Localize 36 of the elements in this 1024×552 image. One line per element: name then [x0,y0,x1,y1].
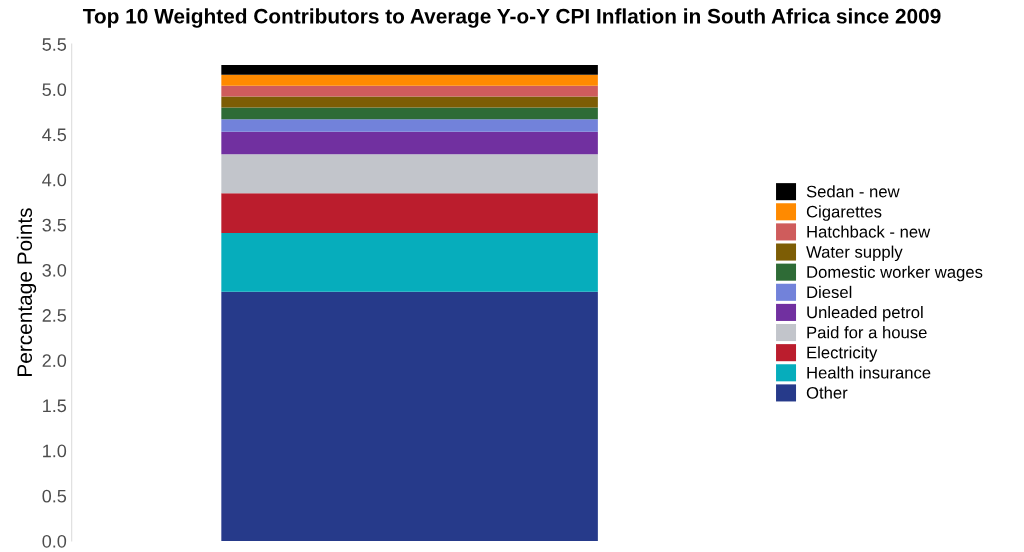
legend-label: Paid for a house [807,326,927,339]
y-tick-label: 5.5 [42,38,67,51]
bar [221,119,598,132]
legend-label: Sedan - new [806,185,900,198]
chart-title: Top 10 Weighted Contributors to Average Y-o-Y CPI Inflation in South Africa since 2009 [82,8,941,28]
bar [221,291,598,541]
y-tick-label: 3.5 [42,218,67,232]
y-tick-label: 5.0 [42,83,67,97]
y-tick-label: 1.0 [43,444,67,458]
y-tick-label: 1.5 [43,399,67,413]
y-tick-label: 4.5 [42,128,67,142]
legend-label: Electricity [807,346,878,362]
legend-label: Water supply [806,245,903,262]
bar [221,107,598,120]
legend-label: Health insurance [807,366,931,379]
legend-label: Cigarettes [806,205,882,221]
bar [221,85,598,97]
legend-label: Domestic worker wages [807,265,983,282]
y-tick-label: 2.0 [42,354,67,368]
bar [221,64,598,75]
legend-label: Unleaded petrol [807,305,923,322]
bar [221,232,598,292]
legend-label: Other [806,386,848,399]
y-tick-label: 4.0 [42,173,67,187]
bar [221,154,598,194]
bar [221,74,598,86]
y-tick-label: 3.0 [42,263,67,277]
bar [221,131,598,155]
legend-label: Diesel [807,285,852,299]
legend-label: Hatchback - new [807,225,931,238]
y-tick-label: 2.5 [42,309,67,322]
y-tick-label: 0.0 [42,534,67,548]
bar [221,193,598,233]
bar [221,96,598,108]
y-tick-label: 0.5 [42,489,67,503]
y-axis-title: Percentage Points [16,208,37,376]
